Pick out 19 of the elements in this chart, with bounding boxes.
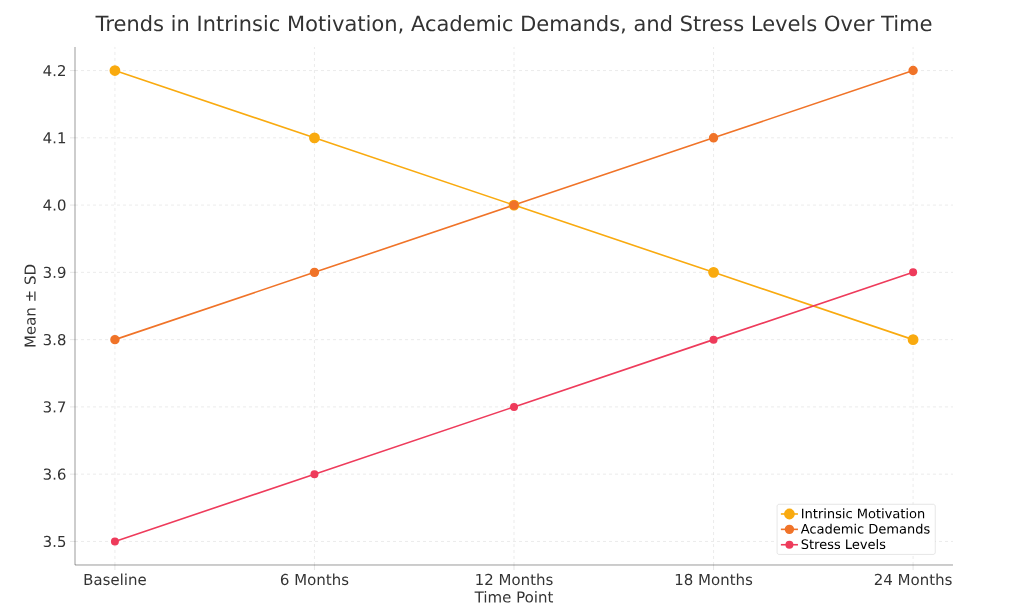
x-tick-label: 12 Months	[476, 573, 553, 586]
x-tick-label: 24 Months	[874, 573, 952, 586]
x-tick-label: 18 Months	[675, 573, 753, 586]
y-tick-label: 3.7	[43, 401, 66, 413]
y-axis-title: Mean ± SD	[24, 264, 36, 347]
x-tick-label: 6 Months	[280, 573, 349, 586]
y-tick-label: 3.5	[43, 535, 66, 548]
y-tick-label: 3.6	[43, 468, 66, 480]
y-tick-label: 3.9	[43, 266, 66, 279]
y-tick-label: 3.8	[43, 333, 66, 346]
legend-label: Intrinsic Motivation	[802, 508, 925, 519]
x-axis-title: Time Point	[474, 591, 554, 603]
y-tick-label: 4.1	[43, 132, 66, 144]
chart-title: Trends in Intrinsic Motivation, Academic Demands, and Stress Levels Over Time	[95, 15, 932, 34]
y-tick-label: 4.0	[43, 199, 66, 211]
legend-label: Stress Levels	[801, 539, 886, 550]
legend-label: Academic Demands	[800, 523, 930, 534]
x-tick-label: Baseline	[84, 573, 146, 586]
y-tick-label: 4.2	[43, 64, 65, 77]
